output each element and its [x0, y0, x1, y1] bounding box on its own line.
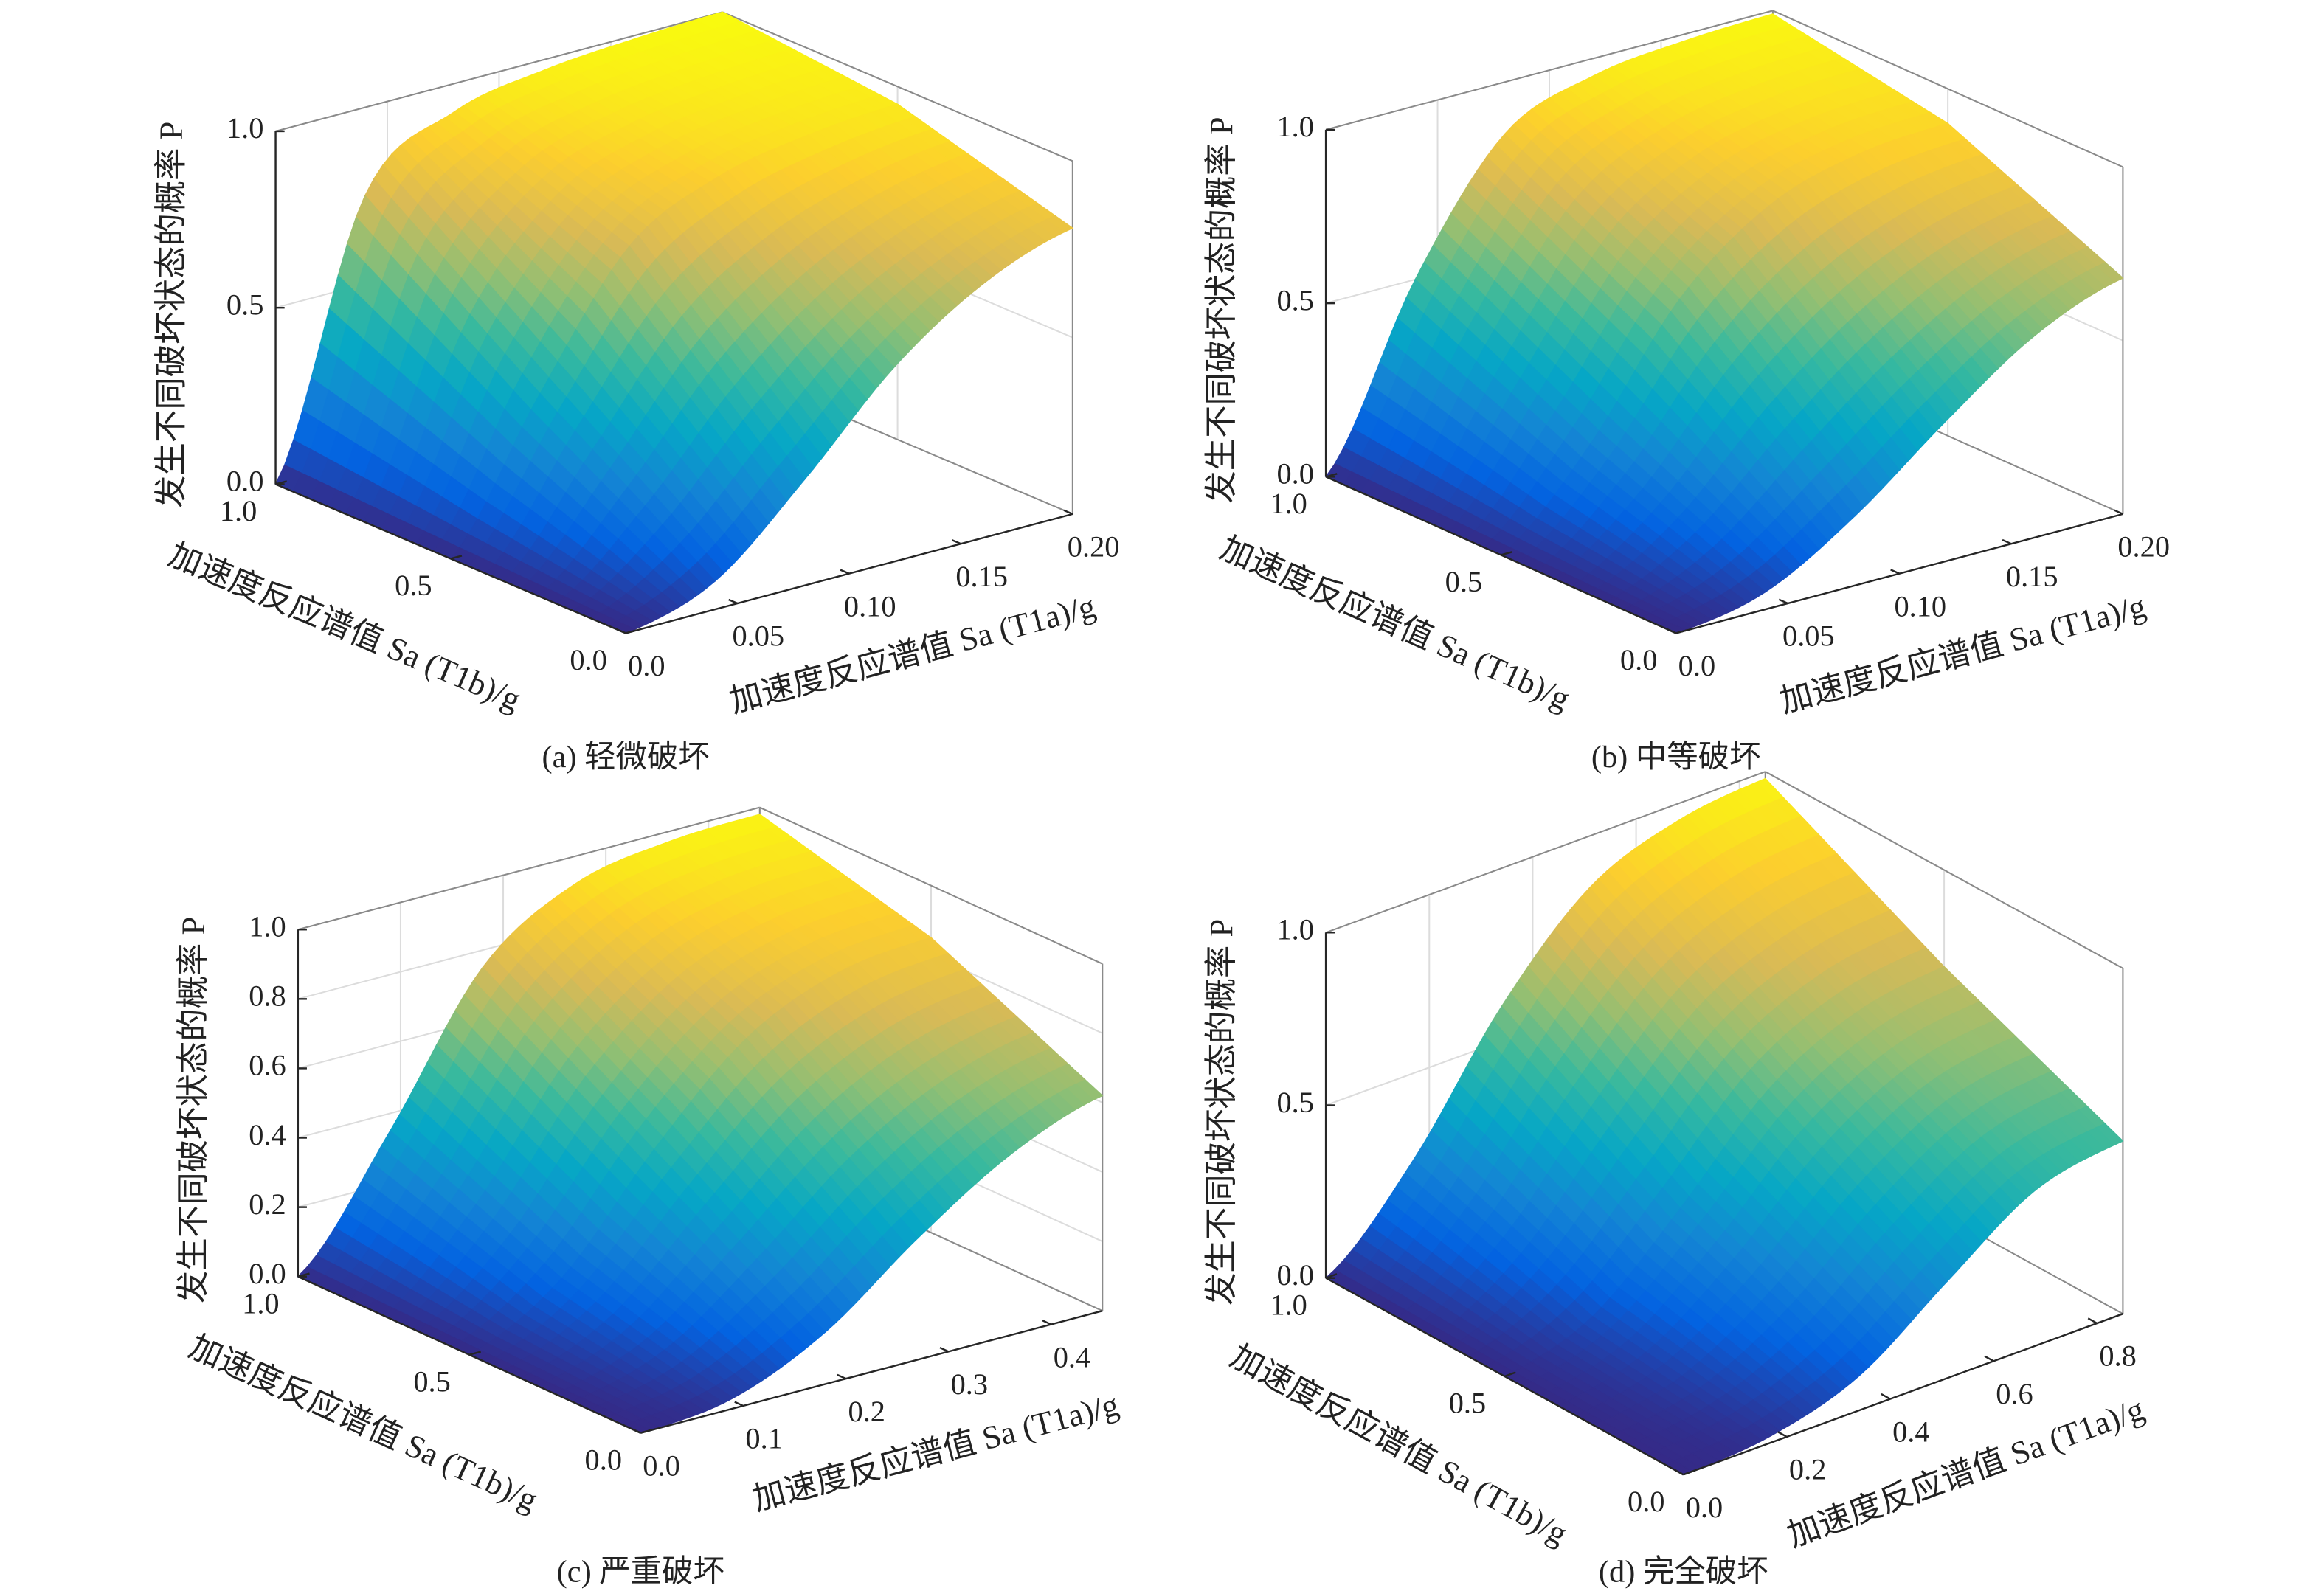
y-tick-label: 0.0: [1620, 643, 1657, 676]
z-tick-label: 0.8: [249, 980, 286, 1013]
box-edge: [1772, 10, 2123, 168]
x-axis-label: 加速度反应谱值 Sa (T1a)/g: [749, 1386, 1122, 1518]
z-tick-label: 0.5: [1276, 1086, 1313, 1119]
z-tick-label: 0.6: [249, 1049, 286, 1082]
x-tick-label: 0.10: [844, 589, 896, 623]
panel: 0.00.050.100.150.200.00.51.00.00.51.0加速度…: [1203, 10, 2170, 774]
z-tick-label: 0.5: [226, 288, 263, 321]
z-tick-label: 0.0: [1276, 1258, 1313, 1292]
box-edge: [722, 11, 1073, 162]
x-axis-label: 加速度反应谱值 Sa (T1a)/g: [1776, 587, 2149, 720]
box-edge: [275, 11, 723, 132]
x-tick: [2114, 509, 2123, 515]
y-tick-label: 0.0: [1628, 1485, 1664, 1518]
caption: (c) 严重破坏: [557, 1554, 724, 1589]
x-tick-label: 0.05: [732, 620, 784, 653]
panel: 0.00.050.100.150.200.00.51.00.00.51.0加速度…: [152, 11, 1120, 774]
x-tick-label: 0.1: [745, 1422, 782, 1455]
z-tick-label: 0.0: [249, 1257, 286, 1290]
x-tick: [1984, 1355, 1994, 1362]
z-tick-label: 0.0: [226, 465, 263, 498]
y-tick-label: 0.5: [395, 569, 432, 602]
box-edge: [1325, 10, 1774, 131]
caption: (a) 轻微破坏: [542, 740, 709, 774]
y-tick: [625, 629, 637, 634]
y-tick-label: 1.0: [1270, 1288, 1307, 1321]
x-tick-label: 0.05: [1782, 620, 1835, 653]
x-tick: [1890, 569, 1901, 575]
x-tick-label: 0.6: [1996, 1377, 2033, 1410]
x-tick-label: 0.3: [951, 1368, 988, 1401]
x-tick-label: 0.10: [1894, 589, 1946, 623]
z-tick-label: 1.0: [226, 111, 263, 145]
x-tick: [837, 1373, 846, 1380]
y-tick-label: 0.0: [570, 643, 606, 676]
x-tick-label: 0.15: [955, 560, 1008, 593]
x-axis-label: 加速度反应谱值 Sa (T1a)/g: [1782, 1390, 2149, 1554]
y-tick-label: 0.5: [1445, 565, 1482, 598]
z-axis-label: 发生不同破坏状态的概率 P: [1203, 117, 1239, 503]
y-tick-label: 0.5: [413, 1365, 450, 1398]
x-tick: [1881, 1393, 1891, 1400]
y-tick: [450, 555, 463, 560]
x-tick-label: 0.2: [848, 1395, 885, 1428]
y-tick-label: 1.0: [242, 1286, 279, 1320]
z-tick-label: 0.2: [249, 1188, 286, 1221]
caption: (b) 中等破坏: [1591, 740, 1761, 774]
x-tick-label: 0.4: [1892, 1415, 1929, 1448]
y-tick-label: 1.0: [220, 494, 257, 527]
x-tick-label: 0.0: [628, 649, 665, 682]
x-tick: [616, 628, 626, 634]
z-tick-label: 0.0: [1276, 457, 1313, 491]
x-tick-label: 0.15: [2006, 560, 2058, 593]
x-tick: [1778, 598, 1788, 605]
z-tick-label: 0.5: [1276, 283, 1313, 316]
x-tick-label: 0.8: [2099, 1339, 2136, 1373]
x-tick-label: 0.20: [1068, 530, 1120, 564]
x-tick: [840, 569, 850, 575]
x-tick: [1042, 1320, 1052, 1325]
x-tick-label: 0.0: [1678, 649, 1715, 682]
z-tick-label: 1.0: [249, 909, 286, 943]
x-tick: [952, 539, 961, 545]
panel: 0.00.20.40.60.80.00.51.00.00.51.0加速度反应谱值…: [1203, 771, 2149, 1589]
x-tick: [939, 1346, 950, 1353]
x-tick-label: 0.20: [2117, 530, 2170, 564]
x-tick: [2087, 1317, 2098, 1325]
z-tick-label: 1.0: [1276, 913, 1313, 946]
x-tick-label: 0.0: [643, 1449, 679, 1482]
y-tick-label: 0.5: [1449, 1387, 1486, 1420]
z-tick-label: 1.0: [1276, 110, 1313, 143]
panel: 0.00.10.20.30.40.00.51.00.00.20.40.60.81…: [175, 806, 1122, 1589]
x-tick: [734, 1401, 744, 1407]
x-axis-label: 加速度反应谱值 Sa (T1a)/g: [725, 587, 1099, 720]
x-tick: [2002, 538, 2012, 545]
y-tick-label: 0.0: [585, 1443, 622, 1476]
y-tick-label: 1.0: [1270, 487, 1307, 520]
x-tick: [1063, 509, 1073, 515]
caption: (d) 完全破坏: [1599, 1554, 1768, 1589]
z-axis-label: 发生不同破坏状态的概率 P: [175, 917, 212, 1303]
x-tick-label: 0.4: [1054, 1340, 1090, 1373]
z-axis-label: 发生不同破坏状态的概率 P: [152, 122, 189, 508]
x-tick: [1777, 1431, 1788, 1438]
z-tick-label: 0.4: [249, 1118, 286, 1151]
x-tick-label: 0.2: [1789, 1453, 1826, 1486]
x-tick-label: 0.0: [1686, 1491, 1723, 1524]
x-tick: [728, 598, 738, 605]
z-axis-label: 发生不同破坏状态的概率 P: [1203, 919, 1239, 1306]
